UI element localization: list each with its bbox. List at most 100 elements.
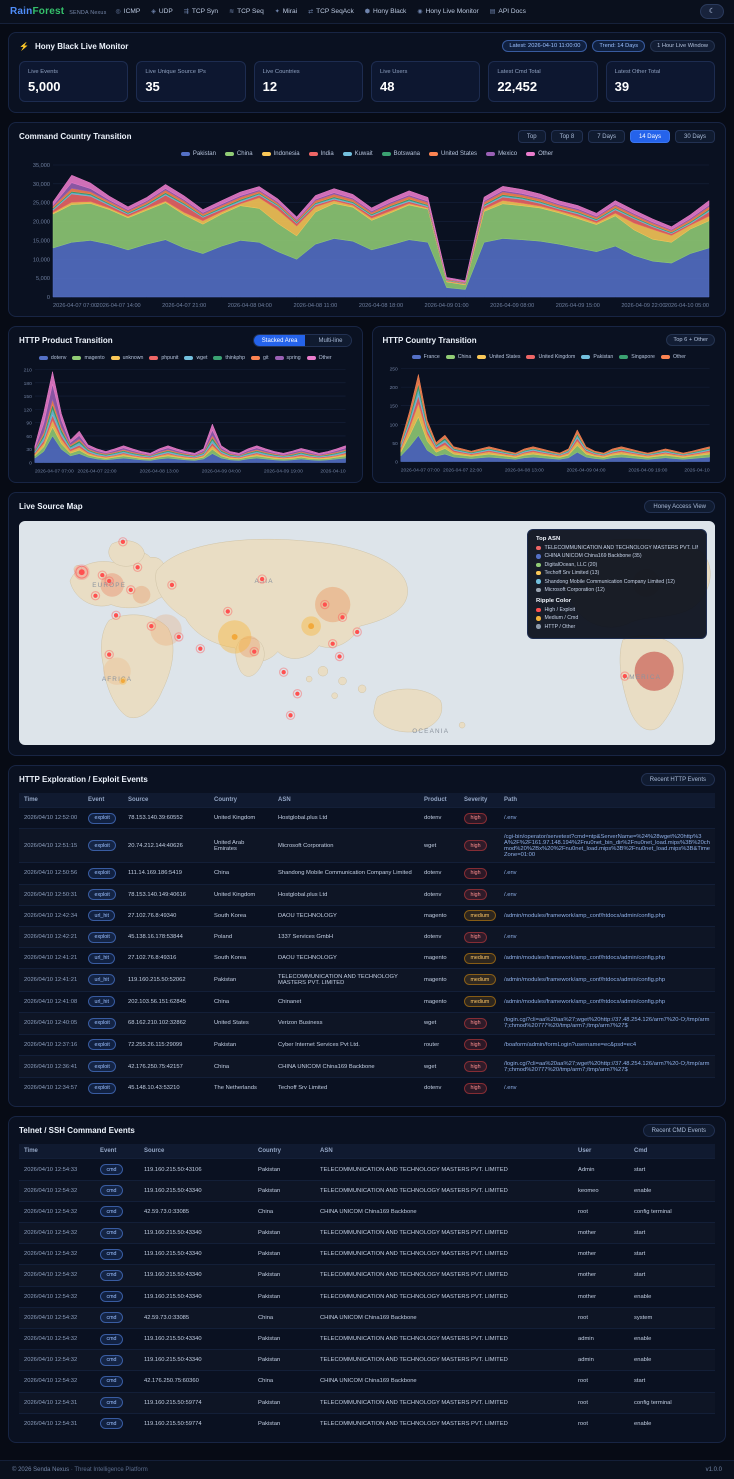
- event-badge: exploit: [88, 931, 117, 943]
- severity-badge: high: [464, 840, 488, 852]
- cell-severity: medium: [459, 990, 499, 1013]
- legend-item-wget[interactable]: wget: [184, 355, 207, 361]
- legend-item-git[interactable]: git: [251, 355, 269, 361]
- legend-item-india[interactable]: India: [308, 151, 334, 157]
- legend-item-china[interactable]: China: [445, 354, 471, 360]
- legend-item-pakistan[interactable]: Pakistan: [180, 151, 216, 157]
- wget-swatch-icon: [184, 355, 194, 361]
- legend-item-pakistan[interactable]: Pakistan: [581, 354, 613, 360]
- event-badge: exploit: [88, 867, 117, 879]
- cell-user: mother: [573, 1243, 629, 1265]
- nav-item-mirai[interactable]: ✦ Mirai: [275, 8, 297, 15]
- legend-item-france[interactable]: France: [411, 354, 440, 360]
- brand-logo[interactable]: Rain Forest SENDA Nexus: [10, 6, 107, 17]
- legend-item-spring[interactable]: spring: [274, 355, 301, 361]
- nav-item-hony-black[interactable]: ⬢ Hony Black: [365, 8, 407, 15]
- legend-label: spring: [286, 355, 301, 361]
- command-stacked-area-chart[interactable]: 0 5,000 10,000 15,000 20,000 25,000 30,000 35,0…: [17, 159, 717, 309]
- cell-cmd: enable: [629, 1327, 715, 1350]
- cell-cmd: start: [629, 1158, 715, 1181]
- legend-item-other[interactable]: Other: [660, 354, 686, 360]
- mexico-swatch-icon: [486, 151, 496, 157]
- range-button-top[interactable]: Top: [517, 130, 546, 143]
- theme-toggle-button[interactable]: ☾: [700, 4, 724, 19]
- range-button-top-8[interactable]: Top 8: [550, 130, 584, 143]
- ripple-legend-label: High / Exploit: [544, 606, 576, 613]
- range-button-14-days[interactable]: 14 Days: [629, 130, 670, 143]
- toggle-multi-line[interactable]: Multi-line: [310, 335, 351, 346]
- legend-label: Other: [318, 355, 332, 361]
- table-row: 2026/04/10 12:54:32 cmd 119.160.215.50:433…: [19, 1327, 715, 1350]
- world-map[interactable]: EUROPE ASIA AFRICA AMERICA OCEANIA Top ASN TE…: [19, 521, 715, 745]
- cell-asn: TELECOMMUNICATION AND TECHNOLOGY MASTERS…: [315, 1264, 573, 1287]
- cell-country: Pakistan: [253, 1158, 315, 1181]
- legend-item-united-kingdom[interactable]: United Kingdom: [526, 354, 575, 360]
- legend-item-china[interactable]: China: [224, 151, 253, 157]
- toggle-stacked-area[interactable]: Stacked Area: [253, 335, 306, 346]
- legend-item-united-states[interactable]: United States: [429, 151, 477, 157]
- cell-product: dotenv: [419, 883, 459, 906]
- cell-country: Pakistan: [253, 1221, 315, 1244]
- cell-country: United Kingdom: [209, 883, 273, 906]
- nav-item-tcp-seqack[interactable]: ⇄ TCP SeqAck: [308, 8, 354, 15]
- legend-item-phpunit[interactable]: phpunit: [149, 355, 178, 361]
- nav-item-udp[interactable]: ◈ UDP: [151, 8, 173, 15]
- cell-source: 119.160.215.50:59774: [139, 1412, 253, 1434]
- legend-item-unknown[interactable]: unknown: [110, 355, 143, 361]
- range-button-30-days[interactable]: 30 Days: [674, 130, 715, 143]
- cell-asn: CHINA UNICOM China169 Backbone: [315, 1370, 573, 1392]
- cell-path: /.env: [499, 1077, 715, 1099]
- cell-time: 2026/04/10 12:54:31: [19, 1391, 95, 1414]
- svg-text:20,000: 20,000: [33, 220, 50, 226]
- stat-card-latest-other-total: Latest Other Total 39: [605, 61, 715, 102]
- legend-item-singapore[interactable]: Singapore: [619, 354, 655, 360]
- other-swatch-icon: [306, 355, 316, 361]
- recent-http-events-button[interactable]: Recent HTTP Events: [640, 773, 715, 786]
- nav-item-api-docs[interactable]: ▤ API Docs: [490, 8, 526, 15]
- tcp-seqack-icon: ⇄: [308, 9, 314, 15]
- brand-part1: Rain: [10, 6, 33, 17]
- svg-text:25,000: 25,000: [33, 201, 50, 207]
- svg-text:2026-04-09 15:00: 2026-04-09 15:00: [556, 303, 600, 309]
- nav-item-tcp-syn[interactable]: ⇶ TCP Syn: [184, 8, 218, 15]
- cell-asn: TELECOMMUNICATION AND TECHNOLOGY MASTERS…: [315, 1349, 573, 1371]
- ripple-legend-item: HTTP / Other: [536, 624, 698, 630]
- honey-access-view-button[interactable]: Honey Access View: [644, 500, 715, 513]
- cell-cmd: start: [629, 1221, 715, 1244]
- nav-item-tcp-seq[interactable]: ≋ TCP Seq: [229, 8, 264, 15]
- legend-item-magento[interactable]: magento: [72, 355, 105, 361]
- nav-item-label: TCP SeqAck: [316, 8, 354, 15]
- nav-item-hony-live-monitor[interactable]: ◉ Hony Live Monitor: [417, 8, 478, 15]
- asn-dot-icon: [536, 554, 541, 559]
- cell-time: 2026/04/10 12:50:56: [19, 862, 83, 885]
- cell-country: China: [209, 1055, 273, 1078]
- svg-text:180: 180: [24, 381, 32, 387]
- nav-item-icmp[interactable]: ◎ ICMP: [116, 8, 141, 15]
- legend-item-kuwait[interactable]: Kuwait: [342, 151, 373, 157]
- svg-text:ASIA: ASIA: [254, 578, 273, 585]
- legend-item-other[interactable]: Other: [306, 355, 332, 361]
- column-header-asn: ASN: [273, 793, 419, 808]
- stat-label: Live Events: [28, 69, 58, 75]
- range-button-7-days[interactable]: 7 Days: [588, 130, 625, 143]
- recent-cmd-events-button[interactable]: Recent CMD Events: [642, 1124, 715, 1138]
- column-header-asn: ASN: [315, 1144, 573, 1159]
- legend-item-united-states[interactable]: United States: [477, 354, 520, 360]
- table-row: 2026/04/10 12:54:32 cmd 42.176.250.75:6036…: [19, 1370, 715, 1392]
- cell-user: admin: [573, 1327, 629, 1350]
- legend-label: git: [263, 355, 269, 361]
- http-events-section: HTTP Exploration / Exploit Events Recent…: [8, 765, 726, 1108]
- column-header-time: Time: [19, 1144, 95, 1159]
- cell-product: dotenv: [419, 1077, 459, 1099]
- command-chart-title: Command Country Transition: [19, 132, 132, 141]
- legend-item-dotenv[interactable]: dotenv: [38, 355, 66, 361]
- legend-item-indonesia[interactable]: Indonesia: [261, 151, 300, 157]
- legend-item-mexico[interactable]: Mexico: [486, 151, 517, 157]
- legend-item-other[interactable]: Other: [526, 151, 553, 157]
- legend-item-botswana[interactable]: Botswana: [381, 151, 420, 157]
- icmp-icon: ◎: [115, 9, 121, 15]
- country-stacked-area-chart[interactable]: 0 50 100 150 200 250 2026-04-07 07:00 2026-04-0…: [381, 362, 718, 474]
- api-docs-icon: ▤: [489, 9, 496, 15]
- legend-item-thinkphp[interactable]: thinkphp: [213, 355, 245, 361]
